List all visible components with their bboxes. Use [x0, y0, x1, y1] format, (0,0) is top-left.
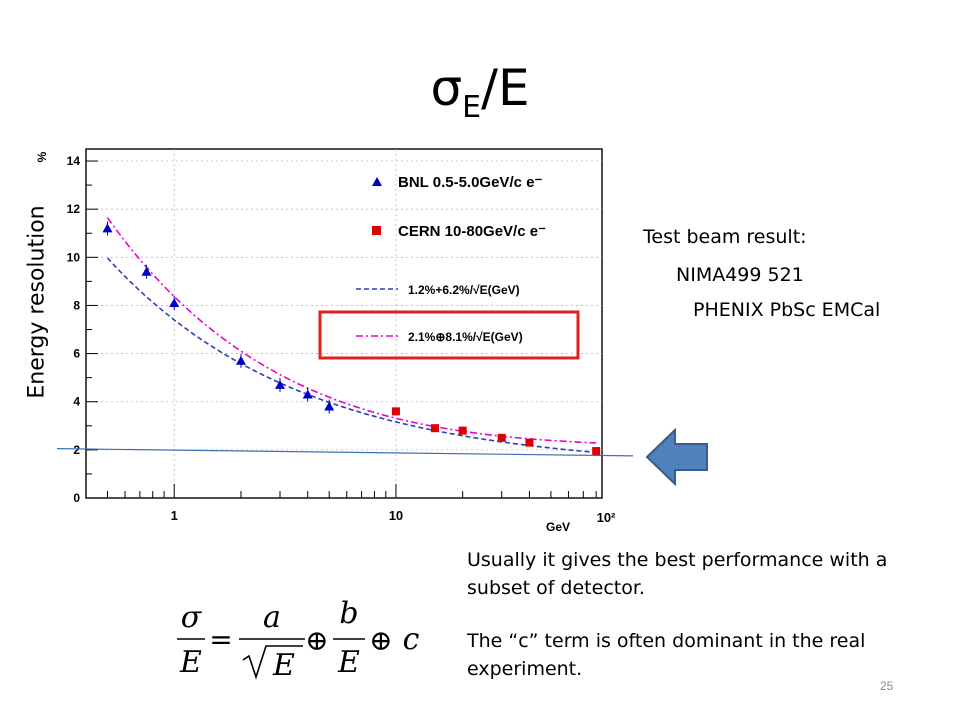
y-tick-label: 6: [73, 347, 80, 361]
legend-marker-bnl: [372, 177, 382, 186]
reference-line: [56, 448, 634, 457]
cern-point: [430, 424, 439, 433]
page-number: 25: [880, 679, 894, 693]
cern-point: [458, 426, 467, 435]
legend-label-bnl: BNL 0.5-5.0GeV/c e⁻: [398, 174, 542, 191]
svg-text:c: c: [403, 622, 420, 657]
side-reference: NIMA499 521: [676, 264, 804, 286]
bnl-point: [302, 389, 313, 399]
bnl-point: [169, 298, 180, 308]
svg-text:⊕: ⊕: [369, 624, 392, 657]
fit-curve: [106, 217, 597, 444]
svg-text:b: b: [339, 596, 358, 631]
bnl-point: [102, 223, 113, 233]
y-axis-unit: %: [35, 151, 49, 162]
x-tick-label: 1: [171, 508, 178, 523]
svg-text:E: E: [272, 648, 295, 683]
note-c-term: The “c” term is often dominant in the re…: [467, 630, 866, 680]
x-axis-label: GeV: [546, 520, 570, 534]
svg-text:a: a: [263, 600, 281, 635]
svg-text:⊕: ⊕: [305, 624, 328, 657]
svg-text:E: E: [179, 645, 202, 680]
cern-point: [391, 407, 400, 416]
svg-text:=: =: [209, 623, 232, 656]
note-best-performance: Usually it gives the best performance wi…: [467, 549, 888, 599]
cern-point: [497, 433, 506, 442]
cern-point: [525, 438, 534, 447]
y-tick-label: 12: [67, 202, 81, 216]
resolution-formula: σ E = a E ⊕ b E ⊕ c: [177, 596, 420, 683]
bnl-point: [141, 266, 152, 276]
bnl-point: [324, 401, 335, 411]
x-tick-label: 10²: [597, 510, 616, 525]
y-tick-label: 4: [73, 395, 80, 409]
svg-text:σ: σ: [181, 600, 203, 635]
y-tick-label: 0: [73, 491, 80, 505]
x-tick-label: 10: [389, 508, 403, 523]
side-detector: PHENIX PbSc EMCal: [693, 299, 881, 321]
slide-title: σE/E: [430, 59, 530, 125]
legend-label-fit2: 2.1%⊕8.1%/√E(GeV): [408, 330, 523, 344]
highlight-box: [318, 310, 580, 360]
arrow-left-icon: [645, 428, 708, 486]
legend-label-cern: CERN 10-80GeV/c e⁻: [398, 223, 546, 240]
y-axis-title: Energy resolution: [24, 205, 50, 399]
svg-text:E: E: [337, 645, 360, 680]
bnl-point: [235, 355, 246, 365]
y-tick-label: 14: [67, 154, 81, 168]
y-tick-label: 2: [73, 443, 80, 457]
y-tick-label: 10: [67, 250, 81, 264]
fit-curve: [106, 257, 597, 454]
y-tick-label: 8: [73, 298, 80, 312]
cern-point: [592, 447, 601, 456]
side-heading: Test beam result:: [643, 226, 807, 248]
legend-marker-cern: [372, 226, 381, 235]
bnl-point: [275, 379, 286, 389]
plot-frame: [85, 148, 603, 499]
legend-label-fit1: 1.2%+6.2%/√E(GeV): [408, 283, 520, 297]
